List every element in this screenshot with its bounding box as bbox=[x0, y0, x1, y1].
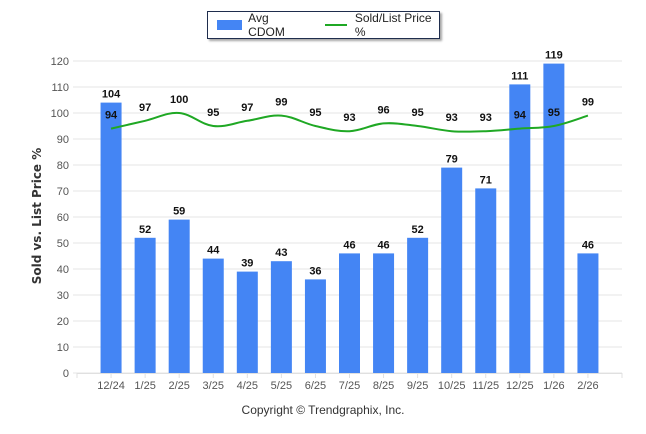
bar-data-label: 104 bbox=[102, 89, 121, 101]
y-axis-ticks: 0 10 20 30 40 50 60 70 80 90 100 110 120 bbox=[51, 56, 69, 380]
y-tick-label: 60 bbox=[57, 212, 69, 224]
copyright-text: Copyright © Trendgraphix, Inc. bbox=[241, 403, 405, 417]
bar-data-label: 44 bbox=[207, 245, 220, 257]
legend-bar-swatch-icon bbox=[217, 20, 243, 30]
y-tick-label: 120 bbox=[51, 56, 69, 68]
bar-data-label: 46 bbox=[377, 239, 389, 251]
y-tick-label: 80 bbox=[57, 160, 69, 172]
x-tick-label: 5/25 bbox=[271, 380, 292, 392]
y-tick-label: 100 bbox=[51, 108, 69, 120]
line-data-label: 95 bbox=[309, 107, 321, 119]
bar bbox=[509, 84, 531, 374]
x-tick-label: 4/25 bbox=[237, 380, 258, 392]
y-tick-label: 40 bbox=[57, 264, 69, 276]
bar bbox=[339, 253, 360, 373]
bar bbox=[270, 261, 292, 373]
line-data-labels: 94 97 100 95 97 99 95 93 96 95 93 93 94 95 99 bbox=[105, 94, 594, 124]
x-tick-label: 9/25 bbox=[407, 380, 428, 392]
line-data-label: 93 bbox=[480, 112, 492, 124]
x-tick-label: 8/25 bbox=[373, 380, 394, 392]
bar-data-label: 59 bbox=[173, 206, 185, 218]
bar-data-label: 52 bbox=[139, 224, 151, 236]
bar-data-label: 46 bbox=[343, 239, 355, 251]
y-tick-label: 30 bbox=[57, 290, 69, 302]
bar bbox=[134, 237, 156, 373]
line-data-label: 100 bbox=[170, 94, 188, 106]
bar bbox=[441, 167, 463, 373]
bar bbox=[475, 188, 497, 373]
bar-series-avg-cdom bbox=[100, 63, 599, 374]
bar bbox=[373, 253, 395, 373]
bar-data-label: 79 bbox=[446, 154, 458, 166]
legend-item-avg-cdom[interactable]: Avg CDOM bbox=[208, 11, 305, 39]
bar-data-label: 39 bbox=[241, 258, 253, 270]
line-data-label: 96 bbox=[377, 104, 389, 116]
y-tick-label: 10 bbox=[57, 342, 69, 354]
bar-data-labels: 104 52 59 44 39 43 36 46 46 52 79 71 111 119 46 bbox=[102, 50, 594, 278]
legend-item-sold-list[interactable]: Sold/List Price % bbox=[305, 11, 439, 39]
x-tick-label: 3/25 bbox=[203, 380, 224, 392]
x-tick-label: 1/25 bbox=[134, 380, 155, 392]
bar bbox=[407, 237, 429, 373]
legend-label-avg-cdom: Avg CDOM bbox=[248, 11, 285, 39]
x-tick-label: 12/25 bbox=[506, 380, 534, 392]
bar-data-label: 111 bbox=[511, 70, 528, 82]
line-data-label: 99 bbox=[582, 97, 594, 109]
y-tick-label: 0 bbox=[63, 368, 69, 380]
legend-line-swatch-icon bbox=[324, 24, 347, 26]
bar-data-label: 119 bbox=[545, 50, 563, 62]
bar bbox=[100, 102, 122, 373]
line-data-label: 99 bbox=[275, 97, 287, 109]
legend-label-sold-list: Sold/List Price % bbox=[354, 11, 432, 39]
x-tick-label: 11/25 bbox=[472, 380, 499, 392]
line-data-label: 95 bbox=[548, 107, 560, 119]
line-data-label: 94 bbox=[105, 110, 118, 122]
y-tick-label: 90 bbox=[57, 134, 69, 146]
legend: Avg CDOM Sold/List Price % bbox=[207, 11, 440, 39]
x-tick-label: 6/25 bbox=[305, 380, 326, 392]
bar bbox=[577, 253, 599, 373]
x-tick-label: 7/25 bbox=[339, 380, 360, 392]
bar-data-label: 52 bbox=[412, 224, 424, 236]
x-axis: 12/24 1/25 2/25 3/25 4/25 5/25 6/25 7/25 8/25 9/2… bbox=[76, 373, 623, 392]
y-tick-label: 110 bbox=[51, 82, 69, 94]
line-data-label: 95 bbox=[207, 107, 219, 119]
line-data-label: 97 bbox=[241, 102, 253, 114]
x-tick-label: 10/25 bbox=[438, 380, 466, 392]
bar bbox=[304, 279, 326, 373]
x-tick-label: 2/25 bbox=[168, 380, 189, 392]
bar bbox=[543, 63, 565, 373]
line-data-label: 97 bbox=[139, 102, 151, 114]
bar-data-label: 71 bbox=[480, 174, 492, 186]
line-series-sold-list bbox=[110, 111, 589, 133]
bar-data-label: 46 bbox=[582, 239, 594, 251]
bar bbox=[236, 271, 258, 373]
y-tick-label: 20 bbox=[57, 316, 69, 328]
y-axis-title: Sold vs. List Price % bbox=[30, 147, 44, 285]
x-tick-label: 1/26 bbox=[543, 380, 564, 392]
bar bbox=[202, 258, 224, 373]
x-tick-label: 2/26 bbox=[577, 380, 598, 392]
bar-data-label: 36 bbox=[309, 265, 321, 277]
y-tick-label: 70 bbox=[57, 186, 69, 198]
line-data-label: 93 bbox=[343, 112, 355, 124]
bar-data-label: 43 bbox=[275, 247, 287, 259]
line-data-label: 95 bbox=[412, 107, 424, 119]
line-data-label: 94 bbox=[514, 110, 527, 122]
line-data-label: 93 bbox=[446, 112, 458, 124]
bar bbox=[168, 219, 190, 373]
y-tick-label: 50 bbox=[57, 238, 69, 250]
x-tick-label: 12/24 bbox=[97, 380, 125, 392]
